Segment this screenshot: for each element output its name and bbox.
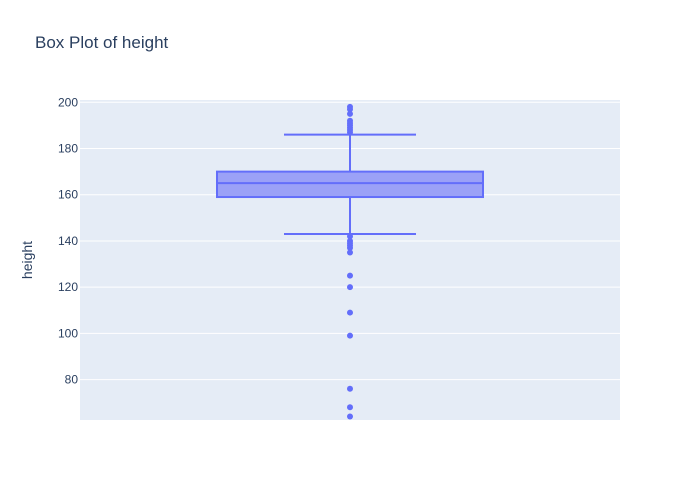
outlier-point	[347, 385, 353, 392]
outlier-point	[347, 110, 353, 117]
outlier-point	[347, 284, 353, 291]
y-tick-label: 180	[58, 142, 78, 156]
outlier-point	[347, 272, 353, 279]
outlier-point	[347, 244, 353, 251]
y-tick-label: 160	[58, 188, 78, 202]
y-tick-label: 120	[58, 280, 78, 294]
outlier-point	[347, 404, 353, 411]
y-tick-label: 100	[58, 326, 78, 340]
outlier-point	[347, 332, 353, 339]
outlier-point	[347, 233, 353, 240]
y-axis-ticks: 80 100 120 140 160 180 200	[58, 95, 78, 386]
y-axis-label: height	[19, 241, 35, 279]
outlier-point	[347, 129, 353, 136]
iqr-box	[216, 170, 484, 199]
outlier-point	[347, 413, 353, 420]
box-trace[interactable]	[216, 103, 484, 420]
y-tick-label: 200	[58, 95, 78, 109]
outlier-point	[347, 309, 353, 316]
outlier-point	[347, 249, 353, 256]
outlier-point	[347, 106, 353, 113]
chart-title: Box Plot of height	[35, 33, 169, 52]
y-tick-label: 80	[65, 373, 79, 387]
y-tick-label: 140	[58, 234, 78, 248]
